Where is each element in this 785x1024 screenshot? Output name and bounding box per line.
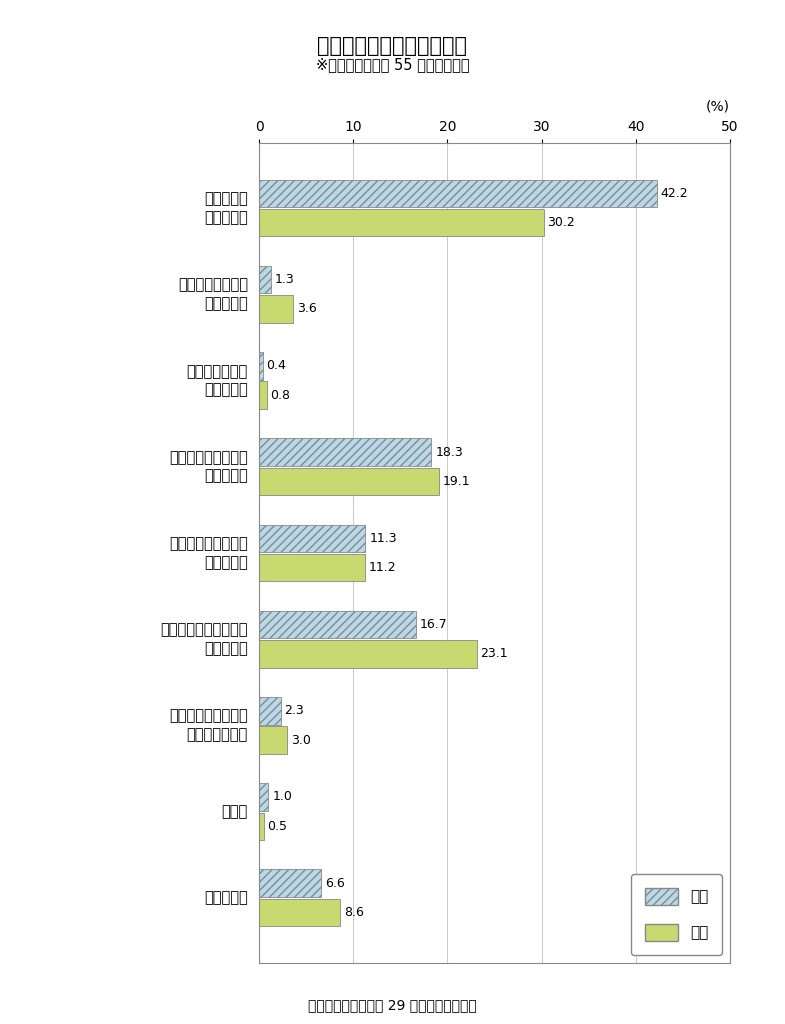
Text: 1.3: 1.3	[275, 273, 295, 286]
Text: 11.3: 11.3	[369, 531, 397, 545]
Bar	[259, 381, 267, 409]
Text: 30.2: 30.2	[547, 216, 575, 229]
Text: ※調査対象：全国 55 歳以上の男女: ※調査対象：全国 55 歳以上の男女	[316, 57, 469, 73]
Bar	[259, 179, 656, 207]
Text: 1.0: 1.0	[272, 791, 292, 804]
Bar	[259, 266, 272, 294]
Bar	[259, 869, 321, 897]
Text: 図１　介護を受けたい場所: 図１ 介護を受けたい場所	[317, 36, 468, 56]
Text: 11.2: 11.2	[368, 561, 396, 574]
Bar	[259, 726, 287, 754]
Text: 3.6: 3.6	[297, 302, 316, 315]
Bar	[259, 640, 476, 668]
Text: 19.1: 19.1	[443, 475, 470, 487]
Bar	[259, 554, 364, 582]
Text: 42.2: 42.2	[660, 186, 688, 200]
Bar	[259, 610, 416, 638]
Text: 出典：内閣府　平成 29 年版高齢社会白書: 出典：内閣府 平成 29 年版高齢社会白書	[309, 997, 476, 1012]
Bar	[259, 812, 264, 840]
Bar	[259, 783, 268, 811]
Bar	[259, 352, 263, 380]
Bar	[259, 209, 543, 237]
Bar	[259, 524, 366, 552]
Text: 0.4: 0.4	[267, 359, 287, 373]
Text: 3.0: 3.0	[291, 733, 311, 746]
Text: 8.6: 8.6	[344, 906, 363, 920]
Text: 23.1: 23.1	[480, 647, 508, 660]
Bar	[259, 438, 432, 466]
Text: 0.8: 0.8	[270, 389, 290, 401]
Bar	[259, 697, 281, 725]
Text: 18.3: 18.3	[435, 445, 463, 459]
Text: (%): (%)	[706, 99, 730, 114]
Text: 16.7: 16.7	[420, 618, 448, 631]
Text: 2.3: 2.3	[284, 705, 305, 717]
Bar	[259, 468, 439, 496]
Text: 0.5: 0.5	[268, 820, 287, 833]
Bar	[259, 899, 340, 927]
Text: 6.6: 6.6	[325, 877, 345, 890]
Bar	[259, 295, 293, 323]
Legend: 男性, 女性: 男性, 女性	[631, 873, 722, 955]
